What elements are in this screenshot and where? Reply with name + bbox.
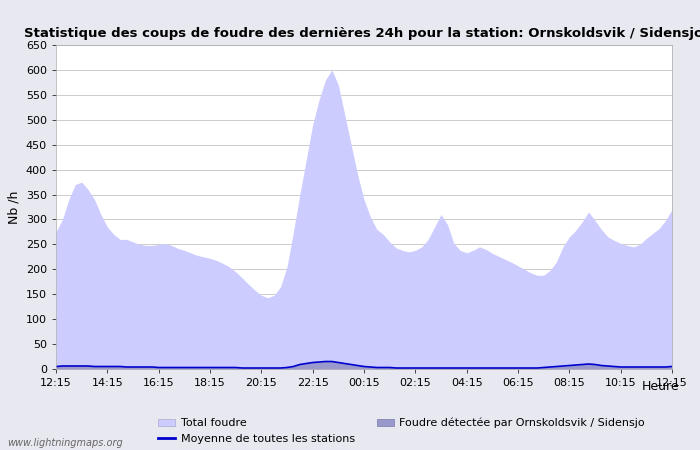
Text: Heure: Heure	[641, 380, 679, 393]
Y-axis label: Nb /h: Nb /h	[7, 190, 20, 224]
Legend: Total foudre, Moyenne de toutes les stations, Foudre détectée par Ornskoldsvik /: Total foudre, Moyenne de toutes les stat…	[154, 414, 650, 448]
Text: www.lightningmaps.org: www.lightningmaps.org	[7, 438, 122, 448]
Title: Statistique des coups de foudre des dernières 24h pour la station: Ornskoldsvik : Statistique des coups de foudre des dern…	[25, 27, 700, 40]
